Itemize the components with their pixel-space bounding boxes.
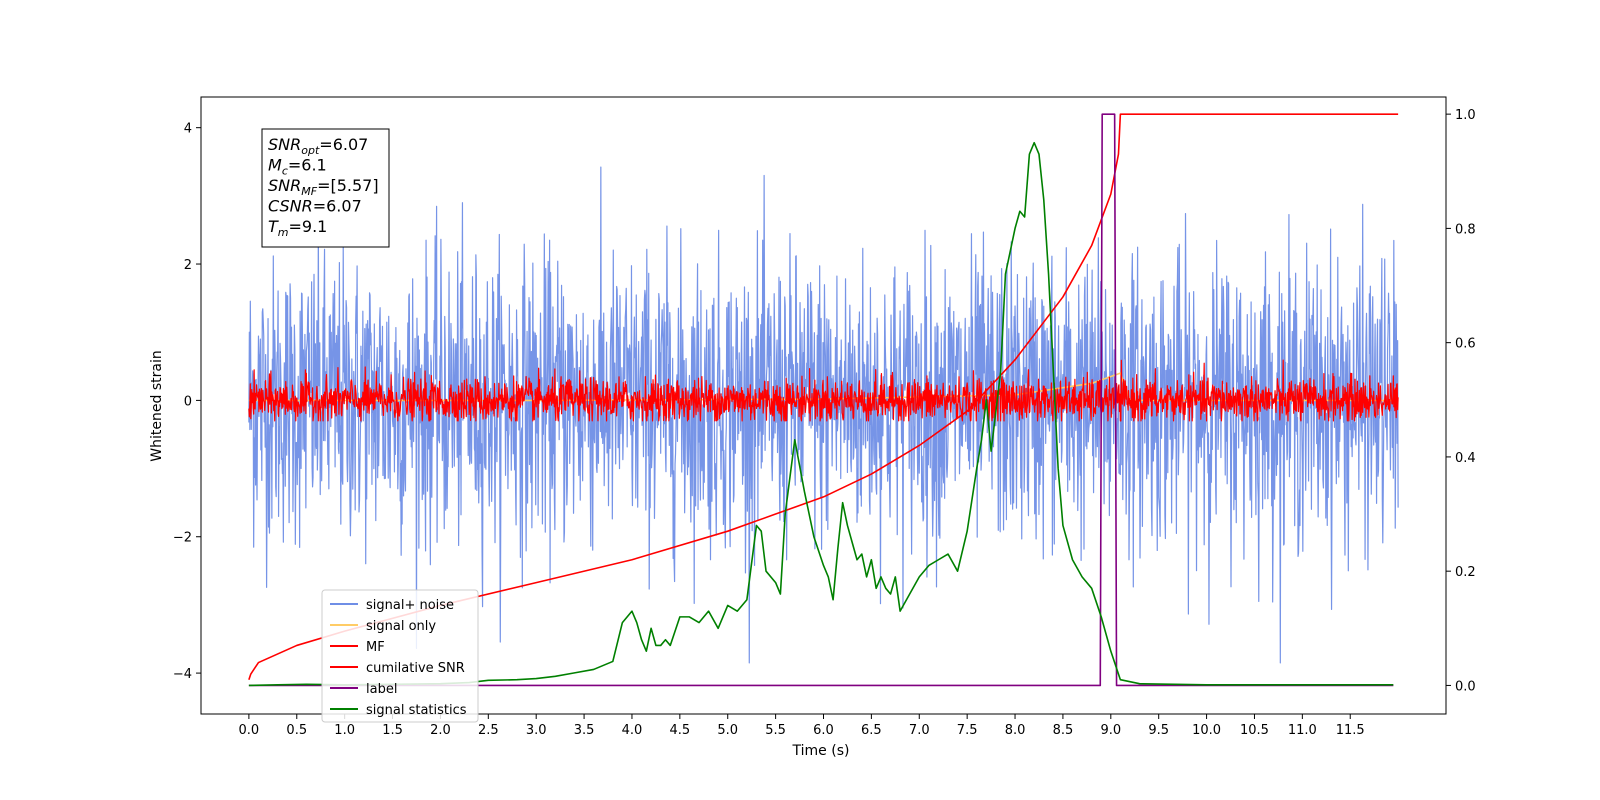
y-tick-label: −2	[173, 531, 192, 546]
x-tick-label: 4.5	[670, 723, 691, 738]
series-cumulative-snr	[248, 113, 1399, 680]
series-signal-statistics	[248, 141, 1394, 687]
y2-tick-label: 0.4	[1455, 451, 1476, 466]
legend: signal+ noise signal only MF cumilative SNR…	[321, 589, 479, 723]
annotation-line: Mc=6.1	[268, 156, 327, 178]
series-mf	[248, 359, 1399, 422]
x-tick-label: 11.5	[1336, 723, 1365, 738]
x-tick-label: 3.5	[574, 723, 595, 738]
annotation-line: SNRMF=[5.57]	[268, 176, 379, 198]
series-label	[248, 113, 1394, 687]
legend-label: MF	[366, 640, 385, 655]
x-tick-label: 1.5	[382, 723, 403, 738]
legend-label: signal+ noise	[366, 598, 454, 613]
legend-label: signal only	[366, 619, 436, 634]
x-tick-label: 10.5	[1240, 723, 1269, 738]
x-tick-label: 9.5	[1148, 723, 1169, 738]
y-tick-label: −4	[173, 667, 192, 682]
y2-tick-label: 0.6	[1455, 337, 1476, 352]
y-axis-label: Whitened strain	[149, 350, 165, 461]
x-tick-label: 7.5	[957, 723, 978, 738]
annotation-line: SNRopt=6.07	[268, 135, 368, 157]
x-tick-label: 8.0	[1005, 723, 1026, 738]
legend-label: cumilative SNR	[366, 661, 465, 676]
y-axis-right: 0.0 0.2 0.4 0.6 0.8 1.0	[1446, 108, 1476, 694]
x-tick-label: 7.0	[909, 723, 930, 738]
x-tick-label: 5.5	[765, 723, 786, 738]
series-signal-noise	[248, 166, 1399, 664]
legend-frame	[321, 589, 479, 723]
legend-label: label	[366, 682, 397, 697]
legend-label: signal statistics	[366, 703, 467, 718]
y-tick-label: 2	[184, 258, 192, 273]
x-tick-label: 1.0	[334, 723, 355, 738]
x-tick-label: 5.0	[717, 723, 738, 738]
x-tick-label: 9.0	[1100, 723, 1121, 738]
x-tick-label: 4.0	[622, 723, 643, 738]
annotation-box: SNRopt=6.07Mc=6.1SNRMF=[5.57]CSNR=6.07Tm…	[261, 128, 390, 248]
annotation-frame	[261, 128, 390, 248]
y-tick-label: 0	[184, 394, 192, 409]
x-tick-label: 0.5	[286, 723, 307, 738]
plot-area	[248, 113, 1399, 687]
x-tick-label: 6.5	[861, 723, 882, 738]
x-tick-label: 3.0	[526, 723, 547, 738]
annotation-line: CSNR=6.07	[268, 197, 362, 216]
y2-tick-label: 0.8	[1455, 222, 1476, 237]
y2-tick-label: 0.0	[1455, 679, 1476, 694]
x-tick-label: 6.0	[813, 723, 834, 738]
y2-tick-label: 1.0	[1455, 108, 1476, 123]
x-axis-label: Time (s)	[792, 743, 850, 759]
y-axis-left: −4 −2 0 2 4	[173, 122, 201, 682]
x-tick-label: 10.0	[1192, 723, 1221, 738]
x-tick-label: 2.5	[478, 723, 499, 738]
x-tick-label: 8.5	[1053, 723, 1074, 738]
y2-tick-label: 0.2	[1455, 565, 1476, 580]
x-axis: 0.0 0.5 1.0 1.5 2.0 2.5 3.0 3.5 4.0 4.5 5.0 5.5 6.0 6…	[239, 714, 1365, 738]
x-tick-label: 11.0	[1288, 723, 1317, 738]
x-tick-label: 0.0	[239, 723, 260, 738]
x-tick-label: 2.0	[430, 723, 451, 738]
annotation-line: Tm=9.1	[268, 217, 327, 239]
y-tick-label: 4	[184, 122, 192, 137]
